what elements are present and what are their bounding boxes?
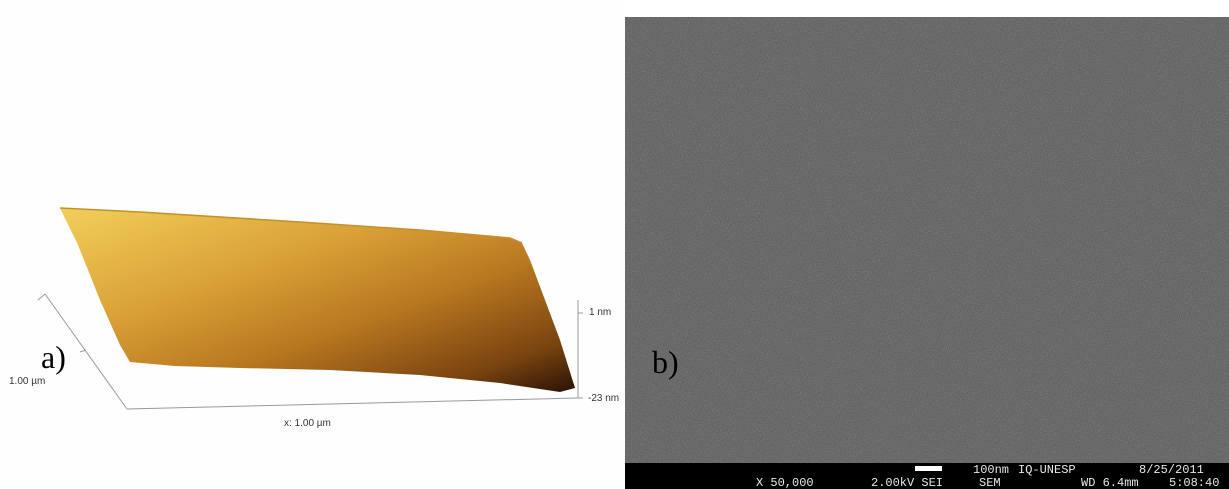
voltage-text: 2.00kV SEI [871, 476, 944, 489]
afm-y-axis-label: 1.00 µm [9, 376, 46, 387]
afm-panel: 1.00 µm x: 1.00 µm 1 nm -23 nm a) [9, 207, 620, 429]
afm-z-top-label: 1 nm [589, 307, 612, 318]
panel-b-label: b) [652, 344, 679, 380]
sem-micrograph [625, 17, 1229, 463]
date-text: 8/25/2011 [1139, 463, 1204, 477]
lab-text: IQ-UNESP [1018, 463, 1076, 477]
mode-text: SEM [979, 476, 1001, 489]
sem-info-bar: 100nm IQ-UNESP 8/25/2011 X 50,000 2.00kV… [625, 463, 1229, 489]
sem-panel: b) 100nm IQ-UNESP 8/25/2011 X 50,000 2.0… [625, 17, 1229, 489]
afm-surface [60, 208, 575, 392]
magnification-text: X 50,000 [756, 476, 814, 489]
afm-z-bottom-label: -23 nm [588, 393, 620, 404]
afm-3d-surface [37, 207, 583, 410]
afm-x-axis-label: x: 1.00 µm [284, 418, 331, 429]
scale-bar [915, 466, 942, 471]
time-text: 5:08:40 [1169, 476, 1220, 489]
afm-axis-box [37, 293, 583, 410]
panel-a-label: a) [41, 339, 66, 375]
wd-text: WD 6.4mm [1081, 476, 1139, 489]
scale-text: 100nm [973, 463, 1010, 477]
